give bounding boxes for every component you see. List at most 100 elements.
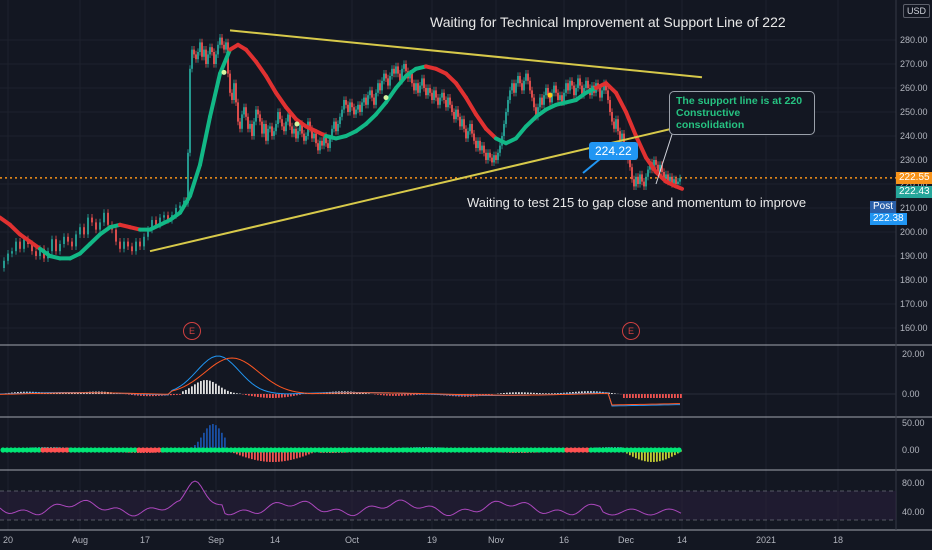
- candle-body: [611, 112, 613, 122]
- macd-histogram-bar: [263, 394, 265, 398]
- candle-body: [517, 76, 519, 84]
- chart-title-annotation: Waiting for Technical Improvement at Sup…: [430, 14, 786, 30]
- macd-histogram-bar: [659, 394, 661, 398]
- trend-ma-segment: [254, 59, 268, 78]
- candle-body: [279, 112, 281, 120]
- trend-ma-segment: [634, 134, 648, 160]
- candle-body: [219, 37, 221, 45]
- candle-body: [83, 227, 85, 235]
- candle-body: [563, 92, 565, 103]
- squeeze-bar: [647, 450, 649, 462]
- candle-body: [479, 140, 481, 151]
- squeeze-bar: [257, 450, 259, 461]
- candle-body: [533, 97, 535, 108]
- squeeze-bar: [200, 437, 202, 450]
- macd-histogram-bar: [281, 394, 283, 398]
- squeeze-dot: [488, 447, 494, 453]
- trend-ma-segment: [98, 225, 112, 237]
- macd-histogram-bar: [221, 387, 223, 394]
- candle-body: [443, 92, 445, 100]
- candle-body: [633, 179, 635, 187]
- macd-histogram-bar: [488, 394, 490, 395]
- macd-histogram-bar: [500, 393, 502, 394]
- macd-histogram-bar: [515, 392, 517, 394]
- candle-body: [543, 95, 545, 105]
- signal-dot: [221, 69, 227, 75]
- candle-body: [437, 97, 439, 105]
- candle-body: [585, 80, 587, 88]
- squeeze-dot: [408, 447, 414, 453]
- candle-body: [601, 90, 603, 98]
- candle-body: [345, 100, 347, 105]
- squeeze-dot: [528, 447, 534, 453]
- macd-histogram-bar: [137, 394, 139, 396]
- macd-histogram-bar: [188, 388, 190, 394]
- macd-histogram-bar: [560, 392, 562, 394]
- candle-body: [675, 179, 677, 184]
- squeeze-dot: [280, 447, 286, 453]
- squeeze-dot: [480, 447, 486, 453]
- candle-body: [429, 88, 431, 93]
- macd-histogram-bar: [575, 391, 577, 394]
- earnings-marker-2[interactable]: E: [622, 322, 640, 340]
- candle-body: [677, 181, 679, 184]
- trend-ma-segment: [168, 210, 182, 222]
- squeeze-bar: [203, 432, 205, 450]
- macd-histogram-bar: [287, 394, 289, 397]
- candle-body: [275, 124, 277, 132]
- squeeze-dot: [100, 447, 106, 453]
- macd-histogram-bar: [266, 394, 268, 398]
- squeeze-dot: [576, 447, 582, 453]
- squeeze-dot: [192, 447, 198, 453]
- squeeze-dot: [296, 447, 302, 453]
- squeeze-bar: [254, 450, 256, 460]
- trend-ma-segment: [364, 112, 378, 126]
- candle-body: [555, 85, 557, 93]
- candle-body: [189, 68, 191, 153]
- candle-body: [449, 97, 451, 105]
- squeeze-dot: [140, 447, 146, 453]
- candle-body: [583, 88, 585, 96]
- macd-histogram-bar: [503, 392, 505, 394]
- trend-ma-segment: [284, 105, 298, 122]
- squeeze-bar: [242, 450, 244, 457]
- macd-histogram-bar: [65, 393, 67, 394]
- squeeze-dot: [432, 447, 438, 453]
- squeeze-dot: [112, 447, 118, 453]
- candle-body: [397, 66, 399, 74]
- squeeze-dot: [168, 447, 174, 453]
- squeeze-dot: [540, 447, 546, 453]
- candle-body: [405, 64, 407, 72]
- rsi-line: [0, 480, 682, 517]
- trend-ma-segment: [0, 215, 12, 227]
- candle-body: [167, 215, 169, 220]
- macd-histogram-bar: [173, 394, 175, 396]
- price-tick-label: 190.00: [900, 251, 928, 261]
- squeeze-bar: [251, 450, 253, 460]
- macd-histogram-bar: [140, 394, 142, 396]
- post-market-tag: Post222.38: [870, 201, 932, 225]
- candle-body: [39, 248, 41, 256]
- squeeze-dot: [484, 447, 490, 453]
- squeeze-dot: [304, 447, 310, 453]
- squeeze-dot: [44, 447, 50, 453]
- currency-label[interactable]: USD: [903, 4, 931, 18]
- squeeze-bar: [281, 450, 283, 462]
- squeeze-dot: [152, 447, 158, 453]
- macd-histogram-bar: [647, 394, 649, 398]
- squeeze-dot: [344, 447, 350, 453]
- candle-body: [461, 119, 463, 127]
- macd-histogram-bar: [275, 394, 277, 398]
- squeeze-dot: [468, 447, 474, 453]
- macd-histogram-bar: [554, 393, 556, 394]
- squeeze-dot: [284, 447, 290, 453]
- price-tick-label: 230.00: [900, 155, 928, 165]
- trend-ma-segment: [464, 95, 478, 117]
- candle-body: [249, 124, 251, 129]
- macd-histogram-bar: [362, 392, 364, 394]
- squeeze-dot: [164, 447, 170, 453]
- earnings-marker-1[interactable]: E: [183, 322, 201, 340]
- macd-histogram-bar: [191, 386, 193, 394]
- squeeze-dot: [556, 447, 562, 453]
